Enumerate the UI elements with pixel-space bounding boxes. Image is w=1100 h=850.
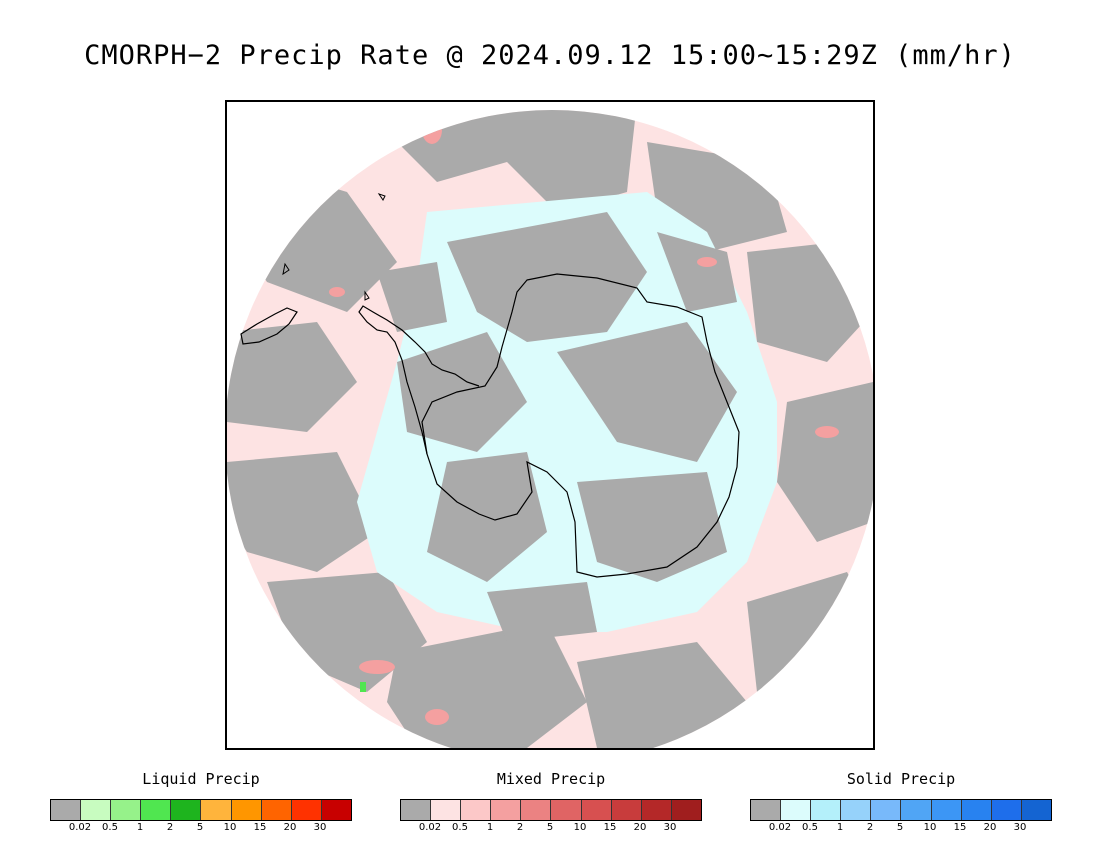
legend-tick-label: 2 [166, 822, 174, 833]
legend-swatch [231, 800, 262, 820]
antarctica-coastline [421, 273, 740, 578]
liquid-precip-spot [360, 682, 366, 692]
legend-color-bar [50, 799, 352, 821]
legend-swatch [321, 800, 351, 820]
legend-tick-label: 10 [923, 822, 937, 833]
legend-tick-label: 15 [603, 822, 617, 833]
precip-map [227, 110, 873, 748]
interior-no-precip [377, 212, 737, 642]
legend-tick-label: 1 [486, 822, 494, 833]
legend-tick-label: 30 [663, 822, 677, 833]
legend-tick-label: 0.5 [802, 822, 818, 833]
legend-tick-label: 0.02 [68, 822, 92, 833]
legend-swatch [401, 800, 432, 820]
legend-swatch [991, 800, 1022, 820]
legend-title: Mixed Precip [496, 770, 606, 788]
legend-tick-label: 0.02 [768, 822, 792, 833]
legend-tick-label: 5 [196, 822, 204, 833]
legend-swatch [871, 800, 902, 820]
legend-tick-label: 30 [313, 822, 327, 833]
legend-tick-label: 0.5 [102, 822, 118, 833]
legend-tick-labels: 0.02 0.5 1 2 5 10 15 20 30 [400, 822, 700, 836]
legend-swatch [141, 800, 172, 820]
legend-swatch [961, 800, 992, 820]
legend-mixed-precip: Mixed Precip 0.02 0.5 1 2 5 10 15 20 30 [400, 770, 702, 836]
legend-swatch [581, 800, 612, 820]
legend-swatch [521, 800, 552, 820]
legend-solid-precip: Solid Precip 0.02 0.5 1 2 5 10 15 20 30 [750, 770, 1052, 836]
legend-swatch [261, 800, 292, 820]
legend-swatch [811, 800, 842, 820]
legend-tick-label: 20 [283, 822, 297, 833]
legend-swatch [291, 800, 322, 820]
legend-swatch [81, 800, 112, 820]
legend-swatch [611, 800, 642, 820]
legend-title: Solid Precip [846, 770, 956, 788]
legend-tick-label: 0.02 [418, 822, 442, 833]
legend-swatch [431, 800, 462, 820]
legend-liquid-precip: Liquid Precip 0.02 0.5 1 2 5 10 15 20 30 [50, 770, 352, 836]
legend-tick-label: 15 [253, 822, 267, 833]
legend-swatch [461, 800, 492, 820]
legend-swatch [841, 800, 872, 820]
legend-tick-label: 1 [136, 822, 144, 833]
precip-field [227, 110, 873, 748]
legend-title: Liquid Precip [142, 770, 260, 788]
legend-color-bar [400, 799, 702, 821]
antarctic-peninsula [358, 305, 480, 455]
legend-tick-label: 10 [573, 822, 587, 833]
legend-color-bar [750, 799, 1052, 821]
legend-tick-labels: 0.02 0.5 1 2 5 10 15 20 30 [750, 822, 1050, 836]
legend-swatch [171, 800, 202, 820]
legend-tick-label: 15 [953, 822, 967, 833]
legend-swatch [781, 800, 812, 820]
legend-tick-label: 20 [983, 822, 997, 833]
legend-tick-label: 1 [836, 822, 844, 833]
legend-swatch [111, 800, 142, 820]
legend-tick-label: 30 [1013, 822, 1027, 833]
legend-tick-labels: 0.02 0.5 1 2 5 10 15 20 30 [50, 822, 350, 836]
legend-swatch [751, 800, 782, 820]
map-frame [225, 100, 875, 750]
islands [282, 193, 386, 301]
legend-swatch [1021, 800, 1051, 820]
south-america-tip [240, 307, 298, 345]
legend-tick-label: 0.5 [452, 822, 468, 833]
legend-tick-label: 5 [546, 822, 554, 833]
legend-swatch [551, 800, 582, 820]
legend-swatch [641, 800, 672, 820]
mixed-precip-spots [329, 116, 839, 725]
legend-tick-label: 10 [223, 822, 237, 833]
legend-swatch [671, 800, 701, 820]
legend-tick-label: 20 [633, 822, 647, 833]
legend-tick-label: 5 [896, 822, 904, 833]
legend-tick-label: 2 [516, 822, 524, 833]
legend-swatch [491, 800, 522, 820]
page-title: CMORPH−2 Precip Rate @ 2024.09.12 15:00~… [84, 40, 1016, 71]
legend-swatch [901, 800, 932, 820]
legend-swatch [201, 800, 232, 820]
legend-tick-label: 2 [866, 822, 874, 833]
legend-swatch [51, 800, 82, 820]
legend-swatch [931, 800, 962, 820]
